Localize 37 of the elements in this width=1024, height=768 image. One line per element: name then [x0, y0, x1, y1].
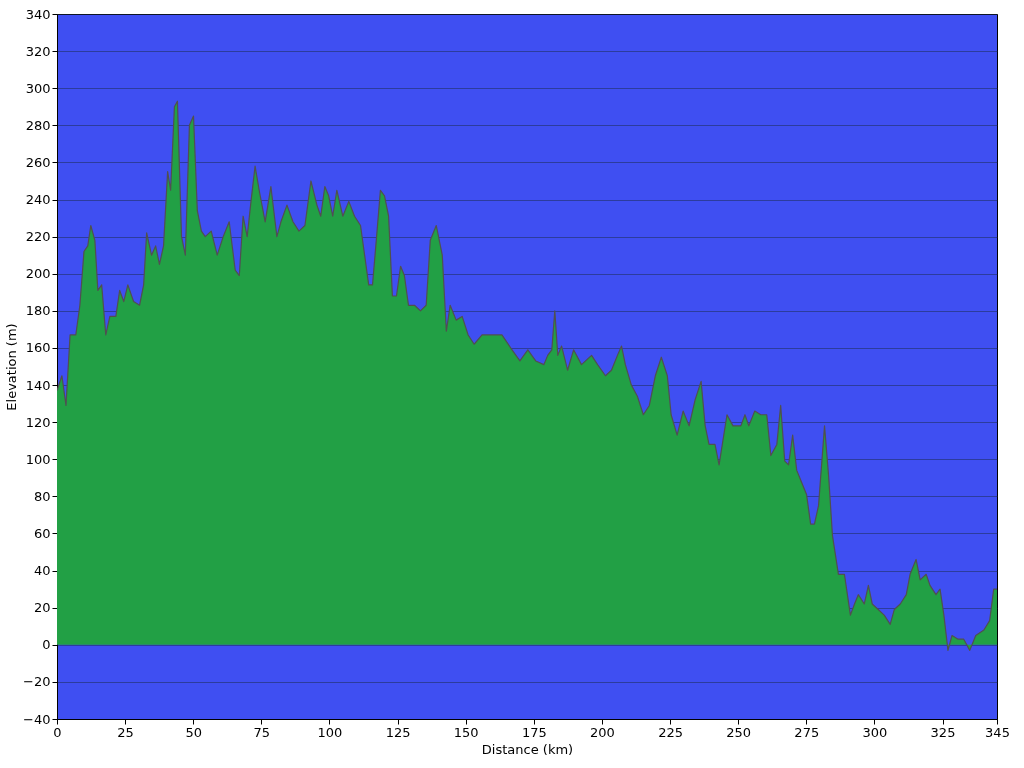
y-tick-label: 180 — [25, 303, 51, 319]
y-tick-label: 160 — [25, 340, 51, 356]
x-tick-label: 0 — [53, 724, 62, 740]
x-tick-label: 150 — [453, 724, 479, 740]
y-tick-label: 80 — [33, 488, 51, 504]
x-tick-label: 75 — [253, 724, 271, 740]
y-tick-label: 0 — [42, 637, 51, 653]
y-tick-label: 340 — [25, 6, 51, 22]
y-tick-label: 100 — [25, 451, 51, 467]
x-tick-label: 100 — [317, 724, 343, 740]
x-tick-label: 225 — [658, 724, 683, 740]
x-tick-label: 345 — [985, 724, 1010, 740]
x-tick-label: 275 — [794, 724, 820, 740]
x-tick-label: 175 — [521, 724, 547, 740]
y-tick-label: 300 — [25, 80, 51, 96]
y-tick-label: −40 — [23, 711, 51, 727]
x-tick-label: 300 — [862, 724, 888, 740]
x-tick-label: 50 — [185, 724, 203, 740]
y-tick-label: 140 — [25, 377, 51, 393]
y-tick-label: 200 — [25, 266, 51, 282]
x-tick-label: 25 — [117, 724, 134, 740]
y-tick-label: 120 — [25, 414, 51, 430]
y-tick-label: 20 — [33, 600, 51, 616]
x-tick-label: 325 — [930, 724, 956, 740]
x-tick-label: 250 — [726, 724, 752, 740]
y-tick-label: 240 — [25, 192, 51, 208]
y-tick-label: 280 — [25, 117, 51, 133]
y-axis-title: Elevation (m) — [4, 323, 20, 411]
x-tick-label: 200 — [590, 724, 615, 740]
y-tick-label: −20 — [23, 674, 51, 690]
y-tick-label: 40 — [33, 563, 51, 579]
x-axis-title: Distance (km) — [481, 741, 574, 757]
y-tick-label: 260 — [25, 154, 51, 170]
y-tick-label: 220 — [25, 229, 51, 245]
y-tick-label: 320 — [25, 43, 51, 59]
x-tick-label: 125 — [385, 724, 411, 740]
y-tick-label: 60 — [33, 525, 51, 541]
